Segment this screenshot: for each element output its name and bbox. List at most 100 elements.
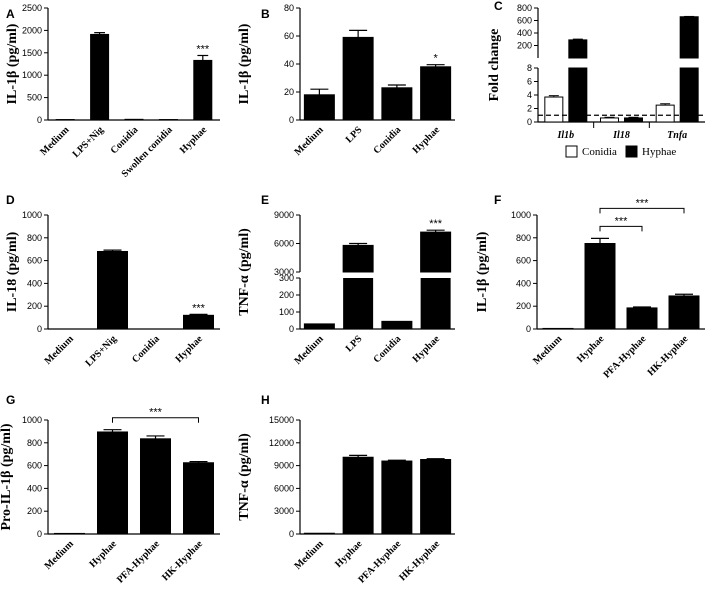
bar [600, 117, 619, 123]
y-axis-title: IL-1β (pg/ml) [237, 23, 252, 104]
y-tick-label: 20 [284, 87, 294, 97]
y-tick-label: 1000 [22, 210, 42, 220]
x-tick-label: LPS+Nig [71, 125, 106, 160]
x-tick-label: PFA-Hyphae [601, 333, 648, 380]
x-tick-label: LPS [344, 333, 365, 354]
x-tick-label: Hyphae [333, 538, 365, 570]
y-tick-label: 2500 [22, 3, 42, 13]
bar [140, 438, 171, 535]
y-tick-label: 800 [517, 3, 532, 13]
y-tick-label: 1500 [22, 48, 42, 58]
chart-panel-g: G 0 200 400 600 800 1000 Pro-IL-1β (pg/ml) Mediu… [0, 393, 220, 586]
x-tick-label: HK-Hyphae [646, 333, 691, 378]
y-axis-title: Fold change [487, 29, 502, 102]
y-axis-title: IL-1β (pg/ml) [5, 23, 20, 104]
x-tick-label: Medium [43, 538, 77, 572]
bar [626, 307, 658, 330]
bar [584, 243, 616, 330]
x-tick-label: Il1b [556, 130, 574, 141]
panel-letter: C [494, 0, 503, 13]
x-tick-label: Medium [292, 124, 326, 158]
y-tick-label: 500 [27, 93, 42, 103]
bar [303, 532, 335, 535]
y-tick-label: 12000 [269, 438, 294, 448]
significance-label: *** [196, 43, 210, 55]
significance-label: *** [192, 302, 206, 314]
y-axis-title: TNF-α (pg/ml) [237, 433, 252, 521]
y-tick-label: 800 [516, 233, 531, 243]
y-tick-label: 600 [517, 16, 532, 26]
y-tick-label: 0 [37, 529, 42, 539]
y-tick-label: 800 [27, 233, 42, 243]
x-tick-label: Hyphae [174, 333, 206, 365]
x-tick-label: PFA-Hyphae [115, 538, 162, 585]
y-tick-label: 1000 [22, 415, 42, 425]
significance-label: *** [636, 197, 650, 209]
x-tick-label: Hyphae [411, 124, 443, 156]
significance-bracket [599, 225, 643, 232]
bar [568, 67, 588, 123]
y-tick-label: 400 [27, 278, 42, 288]
y-tick-label: 200 [279, 290, 294, 300]
bar [342, 244, 374, 273]
y-axis-title: IL-1β (pg/ml) [475, 231, 490, 312]
chart-panel-b: B 0 20 40 60 80 IL-1β (pg/ml) * Medium LPS Conidia… [237, 3, 455, 158]
bar [420, 66, 452, 121]
bar [193, 59, 213, 121]
y-tick-label: 2 [527, 104, 532, 114]
y-tick-label: 9000 [274, 461, 294, 471]
y-tick-label: 200 [517, 41, 532, 51]
y-tick-label: 3000 [274, 267, 294, 277]
x-tick-label: Hyphae [88, 538, 120, 570]
y-tick-label: 0 [526, 324, 531, 334]
panel-letter: H [261, 393, 270, 407]
panel-letter: D [6, 193, 15, 207]
y-tick-label: 3000 [274, 506, 294, 516]
y-tick-label: 8 [527, 63, 532, 73]
x-tick-label: Medium [531, 333, 565, 367]
y-tick-label: 200 [516, 301, 531, 311]
x-tick-label: Conidia [371, 125, 403, 157]
legend-swatch [565, 145, 578, 158]
chart-panel-h: H 0 3000 6000 9000 12000 15000 TNF-α (pg/ml) Med… [237, 393, 455, 586]
bar [342, 36, 374, 121]
x-tick-label: Medium [38, 124, 72, 158]
legend-label: Conidia [582, 146, 617, 158]
y-tick-label: 80 [284, 3, 294, 13]
legend-label: Hyphae [642, 146, 676, 158]
significance-bracket [599, 207, 685, 214]
bar [420, 459, 452, 535]
bar [381, 320, 413, 330]
bar [568, 39, 588, 59]
y-tick-label: 200 [27, 301, 42, 311]
x-tick-label: Conidia [130, 334, 162, 366]
x-tick-label: Il18 [612, 130, 630, 141]
x-tick-label: Conidia [109, 125, 141, 157]
y-tick-label: 600 [27, 256, 42, 266]
significance-label: *** [149, 407, 163, 419]
bar [54, 532, 85, 535]
y-tick-label: 15000 [269, 415, 294, 425]
x-tick-label: Medium [292, 538, 326, 572]
y-tick-label: 200 [27, 506, 42, 516]
y-tick-label: 800 [27, 438, 42, 448]
bar [542, 327, 574, 330]
y-tick-label: 6000 [274, 483, 294, 493]
y-tick-label: 1000 [511, 210, 531, 220]
legend-swatch [625, 145, 638, 158]
y-tick-label: 0 [527, 117, 532, 127]
bar [342, 456, 374, 535]
bar [97, 250, 128, 330]
bar [544, 96, 564, 123]
panel-letter: F [494, 193, 501, 207]
x-tick-label: Medium [43, 333, 77, 367]
bar [381, 87, 413, 121]
bar [90, 33, 110, 121]
y-tick-label: 6 [527, 77, 532, 87]
y-axis-title: Pro-IL-1β (pg/ml) [0, 423, 14, 530]
y-tick-label: 1000 [22, 70, 42, 80]
bar [343, 278, 374, 329]
y-tick-label: 100 [279, 307, 294, 317]
